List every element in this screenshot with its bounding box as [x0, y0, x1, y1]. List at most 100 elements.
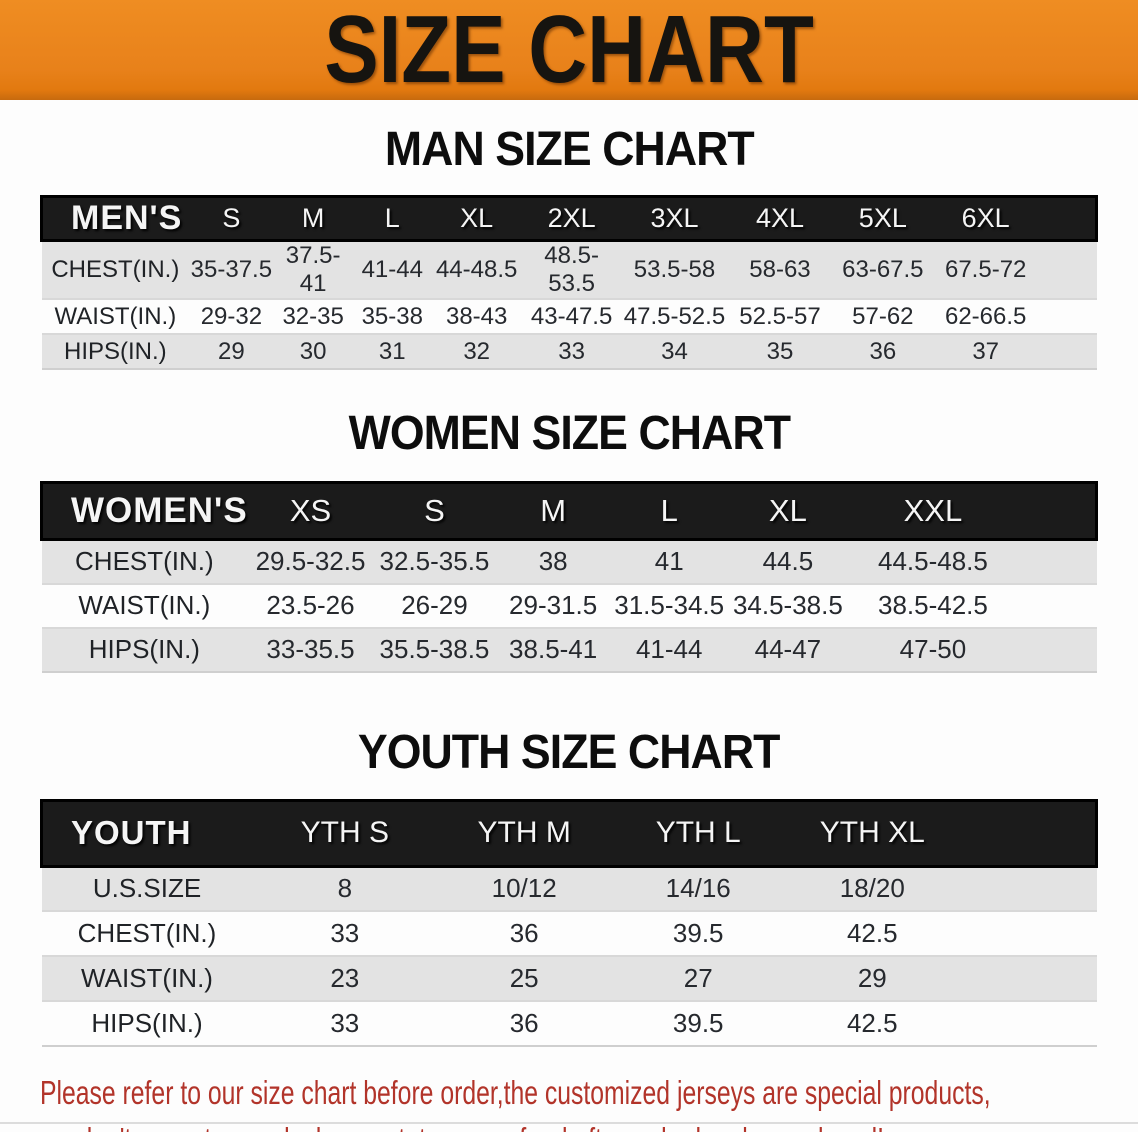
size-value-cell: 44-48.5: [431, 239, 522, 299]
size-value-cell: 67.5-72: [932, 239, 1039, 299]
size-value-cell: 31: [352, 333, 432, 369]
row-spacer-cell: [1038, 239, 1097, 299]
size-column-header: L: [352, 195, 432, 242]
men-section: MAN SIZE CHART MEN'S S M L XL 2XL 3XL 4XL 5XL 6XL…: [0, 124, 1138, 370]
measurement-row: WAIST(IN.) 23 25 27 29: [41, 955, 1097, 1001]
size-value-cell: 23: [252, 955, 438, 1001]
size-value-cell: 37.5-41: [273, 239, 353, 299]
size-value-cell: 42.5: [785, 910, 960, 956]
size-value-cell: 29-32: [189, 298, 274, 334]
size-column-header: S: [373, 481, 496, 541]
measurement-row: CHEST(IN.) 35-37.5 37.5-41 41-44 44-48.5 48.5…: [41, 239, 1097, 299]
row-spacer-cell: [959, 1000, 1097, 1046]
size-value-cell: 27: [611, 955, 786, 1001]
size-value-cell: 29: [189, 333, 274, 369]
size-value-cell: 29: [785, 955, 960, 1001]
size-value-cell: 44.5: [727, 538, 849, 584]
measurement-row: U.S.SIZE 8 10/12 14/16 18/20: [41, 865, 1097, 911]
measurement-row: WAIST(IN.) 23.5-26 26-29 29-31.5 31.5-34.5 34…: [41, 582, 1097, 628]
size-value-cell: 36: [832, 333, 933, 369]
size-value-cell: 58-63: [727, 239, 833, 299]
size-value-cell: 33: [252, 1000, 438, 1046]
row-spacer-cell: [959, 910, 1097, 956]
size-column-header: YTH M: [437, 798, 612, 868]
men-size-table: MEN'S S M L XL 2XL 3XL 4XL 5XL 6XL CHEST(IN.) 35-37…: [40, 195, 1099, 370]
banner-title: SIZE CHART: [324, 0, 814, 103]
size-column-header: 2XL: [521, 195, 622, 242]
women-section-heading: WOMEN SIZE CHART: [348, 407, 790, 460]
size-value-cell: 36: [437, 910, 612, 956]
size-value-cell: 30: [273, 333, 353, 369]
row-label: CHEST(IN.): [41, 239, 190, 299]
row-spacer-cell: [1017, 538, 1097, 584]
measurement-row: HIPS(IN.) 33-35.5 35.5-38.5 38.5-41 41-44 44-…: [41, 626, 1097, 672]
size-column-header: XS: [247, 481, 374, 541]
size-value-cell: 57-62: [832, 298, 933, 334]
size-value-cell: 29.5-32.5: [247, 538, 374, 584]
table-header-row: WOMEN'S XS S M L XL XXL: [40, 481, 1099, 541]
size-value-cell: 38.5-42.5: [848, 582, 1018, 628]
measurement-row: CHEST(IN.) 33 36 39.5 42.5: [41, 910, 1097, 956]
women-size-table: WOMEN'S XS S M L XL XXL CHEST(IN.) 29.5-32.5 32.5…: [40, 481, 1099, 673]
size-value-cell: 23.5-26: [247, 582, 374, 628]
size-value-cell: 35-37.5: [189, 239, 274, 299]
size-value-cell: 8: [252, 865, 438, 911]
size-value-cell: 34.5-38.5: [727, 582, 849, 628]
row-label: CHEST(IN.): [41, 910, 253, 956]
table-corner-label: YOUTH: [40, 798, 253, 868]
size-column-header: M: [273, 195, 353, 242]
size-value-cell: 25: [437, 955, 612, 1001]
size-value-cell: 44-47: [727, 626, 849, 672]
youth-size-table: YOUTH YTH S YTH M YTH L YTH XL U.S.SIZE 8 10/12…: [40, 798, 1099, 1047]
measurement-row: HIPS(IN.) 33 36 39.5 42.5: [41, 1000, 1097, 1046]
size-value-cell: 48.5-53.5: [521, 239, 622, 299]
size-column-header: L: [611, 481, 728, 541]
youth-heading-wrap: YOUTH SIZE CHART: [0, 725, 1138, 779]
size-value-cell: 42.5: [785, 1000, 960, 1046]
size-column-header: 6XL: [932, 195, 1039, 242]
size-column-header: YTH L: [611, 798, 786, 868]
measurement-row: HIPS(IN.) 29 30 31 32 33 34 35 36 37: [41, 333, 1097, 369]
youth-section-heading: YOUTH SIZE CHART: [358, 725, 781, 779]
size-value-cell: 62-66.5: [932, 298, 1039, 334]
size-value-cell: 35: [727, 333, 833, 369]
youth-section: YOUTH SIZE CHART YOUTH YTH S YTH M YTH L YTH…: [0, 725, 1138, 1047]
women-section: WOMEN SIZE CHART WOMEN'S XS S M L XL XXL CHEST(…: [0, 408, 1138, 673]
size-value-cell: 26-29: [373, 582, 496, 628]
women-heading-wrap: WOMEN SIZE CHART: [0, 408, 1138, 460]
size-value-cell: 32: [431, 333, 522, 369]
size-value-cell: 47-50: [848, 626, 1018, 672]
row-spacer-cell: [959, 865, 1097, 911]
header-spacer-cell: [959, 798, 1099, 868]
header-spacer-cell: [1038, 195, 1099, 242]
size-value-cell: 41-44: [611, 626, 728, 672]
size-column-header: YTH S: [252, 798, 438, 868]
row-spacer-cell: [1038, 298, 1097, 334]
size-value-cell: 33: [521, 333, 622, 369]
size-column-header: XXL: [848, 481, 1018, 541]
row-label: WAIST(IN.): [41, 298, 190, 334]
table-corner-label: MEN'S: [40, 195, 190, 242]
size-value-cell: 33: [252, 910, 438, 956]
header-spacer-cell: [1017, 481, 1099, 541]
row-spacer-cell: [1038, 333, 1097, 369]
measurement-row: CHEST(IN.) 29.5-32.5 32.5-35.5 38 41 44.5 44.5…: [41, 538, 1097, 584]
size-column-header: 4XL: [727, 195, 833, 242]
size-value-cell: 63-67.5: [832, 239, 933, 299]
table-header-row: YOUTH YTH S YTH M YTH L YTH XL: [40, 798, 1099, 868]
size-value-cell: 35-38: [352, 298, 432, 334]
size-value-cell: 35.5-38.5: [373, 626, 496, 672]
size-column-header: XL: [431, 195, 522, 242]
size-value-cell: 41: [611, 538, 728, 584]
row-spacer-cell: [959, 955, 1097, 1001]
row-label: CHEST(IN.): [41, 538, 248, 584]
bottom-divider: [0, 1122, 1138, 1124]
size-value-cell: 38-43: [431, 298, 522, 334]
men-heading-wrap: MAN SIZE CHART: [0, 124, 1138, 176]
size-value-cell: 53.5-58: [621, 239, 728, 299]
row-label: HIPS(IN.): [41, 333, 190, 369]
size-value-cell: 36: [437, 1000, 612, 1046]
table-header-row: MEN'S S M L XL 2XL 3XL 4XL 5XL 6XL: [40, 195, 1099, 242]
size-chart-banner: SIZE CHART: [0, 0, 1138, 100]
